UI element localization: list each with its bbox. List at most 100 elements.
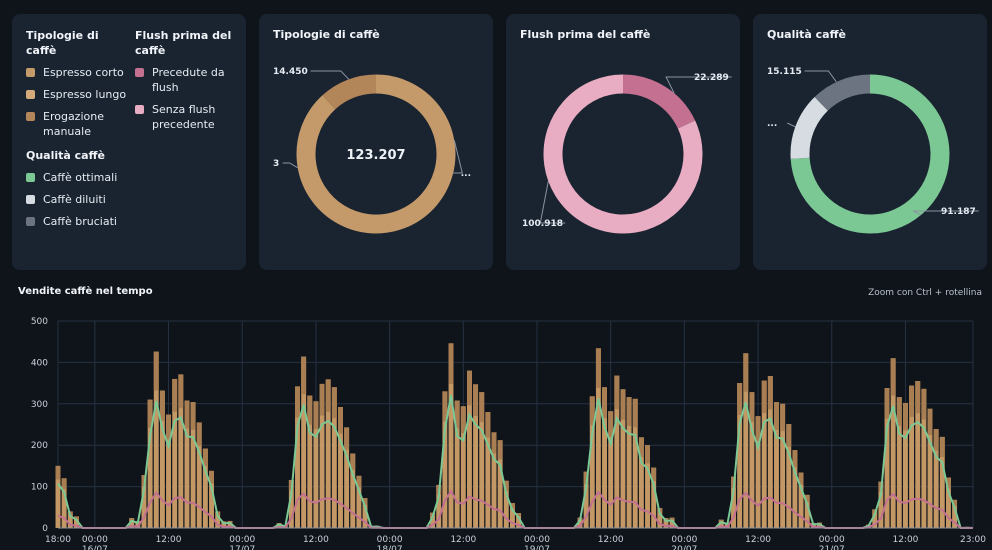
bar [460,406,466,528]
bar [896,397,902,528]
donut-card-qualita: Qualità caffè 91.187... 15.115 [753,14,987,270]
legend-swatch [26,68,35,77]
bar [890,358,896,528]
bar [786,424,792,528]
bar [602,387,607,528]
bar [761,380,767,528]
bar-top [798,472,804,485]
bar [442,391,448,528]
bar-top [159,390,165,421]
bar [583,471,589,528]
bar [872,509,878,528]
bar [915,381,921,528]
donut-label: 15.115 [767,67,802,77]
donut-leader-line [282,162,298,169]
timeseries-title: Vendite caffè nel tempo [18,286,153,297]
bar-top [939,436,945,457]
donut-segment [790,74,950,234]
x-tick-label: 00:00 [229,535,255,545]
donut-leader-line [665,76,732,94]
card-title: Qualità caffè [767,28,846,41]
x-tick-label: 00:00 [819,535,845,545]
bar-top [141,475,147,487]
bar-top [915,381,921,414]
bar-top [454,400,460,429]
donut-chart-flush[interactable]: 22.289 100.918 [506,14,740,270]
bar-top [356,475,362,488]
bar-top [172,378,178,412]
card-title: Flush prima del caffè [520,28,651,41]
bar-top [73,516,79,519]
bar [338,407,343,528]
donut-label: ... [461,169,471,179]
bar-top [749,392,755,423]
bar [295,386,300,528]
legend-item[interactable]: Caffè ottimali [26,170,226,185]
bar-top [55,465,61,480]
bar [319,383,325,528]
bar-top [786,424,792,447]
x-tick-label: 12:00 [156,535,182,545]
series-line-flush [57,489,974,530]
bar-top [325,379,331,413]
bar [466,370,472,528]
legend-item[interactable]: Precedute da flush [135,65,235,95]
bar-top [638,437,644,458]
bar-top [608,411,614,437]
bar-top [331,387,337,419]
legend-item[interactable]: Espresso corto [26,65,130,80]
x-tick-date: 21/07 [819,545,845,550]
bar [491,432,497,528]
legend-item[interactable]: Senza flush precedente [135,102,235,132]
bar [614,375,620,528]
bar [927,408,933,528]
legend-item[interactable]: Caffè bruciati [26,214,226,229]
donut-segment [322,74,377,110]
bar [178,374,184,528]
bar [202,448,208,528]
donut-chart-tipologie[interactable]: 123.207... 3 14.450 [259,14,493,270]
legend-title: Flush prima del caffè [135,29,232,57]
bar-top [921,388,927,420]
donut-label: ... [767,119,777,129]
bar-top [902,402,908,431]
bar-top [516,513,522,517]
bar [767,376,773,528]
bar [589,396,595,528]
bar-top [755,416,761,441]
bar-top [620,389,626,420]
bar [344,427,350,528]
x-tick-label: 12:00 [745,535,771,545]
bar [141,475,147,528]
bar [632,398,638,528]
bar-top [295,386,300,418]
bar [608,411,614,528]
bar [755,416,761,528]
legend-label: Erogazione manuale [43,110,104,138]
bar-top [190,402,196,430]
bar [626,397,632,528]
donut-leader-line [787,122,796,128]
legend-swatch [26,173,35,182]
bar [436,484,442,528]
donut-segment [814,74,871,111]
bar-top [313,401,319,430]
legend-item[interactable]: Erogazione manuale [26,109,130,139]
bar [638,437,644,528]
donut-chart-qualita[interactable]: 91.187... 15.115 [753,14,987,270]
donut-label: 100.918 [522,219,563,229]
bar-top [473,384,479,416]
bar [497,440,503,528]
legend-item[interactable]: Caffè diluiti [26,192,226,207]
bar [718,519,724,528]
bar [153,351,159,528]
legend-item[interactable]: Espresso lungo [26,87,130,102]
bar-top [184,400,190,429]
bar-top [595,348,601,388]
bar-top [202,448,208,466]
y-tick-label: 200 [31,441,48,451]
legend-label: Senza flush precedente [152,103,216,131]
donut-label: 3 [273,159,279,169]
legend-swatch [135,105,144,114]
